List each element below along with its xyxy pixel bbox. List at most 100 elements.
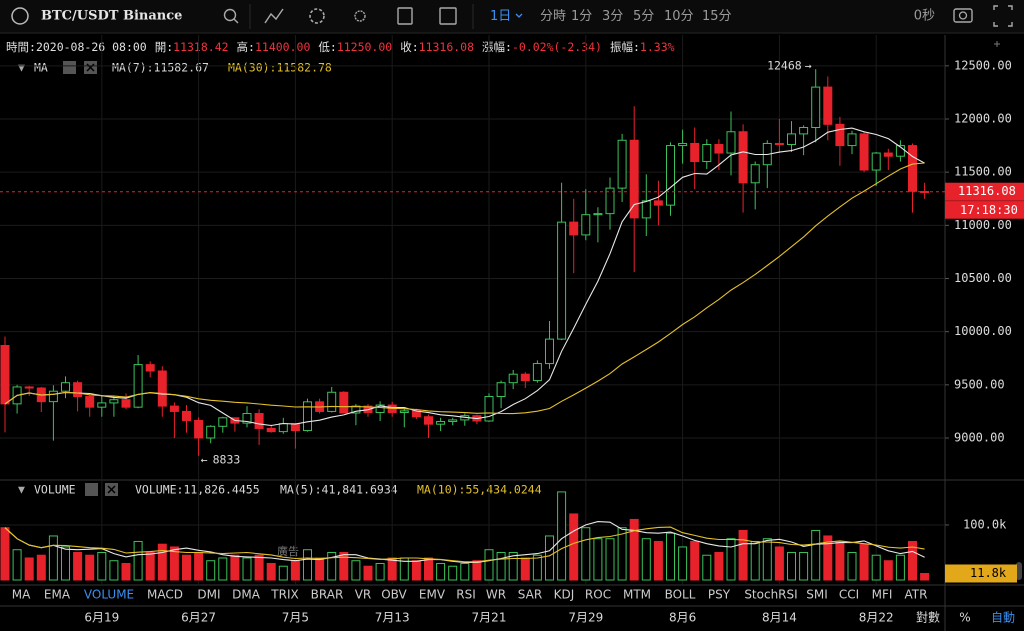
volume-bar — [472, 560, 482, 581]
current-volume-box — [945, 564, 1017, 583]
volume-bar — [750, 540, 760, 581]
toolbar — [0, 0, 1024, 33]
indicator-tab[interactable]: ROC — [585, 588, 611, 602]
volume-bar — [61, 546, 70, 581]
candle-body — [327, 391, 337, 412]
legend-value: 11318.42 — [173, 40, 228, 54]
fullscreen-icon[interactable] — [993, 5, 1013, 27]
indicator-tab[interactable]: TRIX — [270, 588, 298, 602]
interval[interactable]: 3分 — [602, 9, 623, 24]
log-scale-toggle[interactable]: 對數 — [916, 611, 940, 625]
candle-body — [109, 399, 119, 404]
template-icon[interactable] — [397, 7, 413, 25]
volume-bar — [920, 572, 930, 581]
indicator-tab[interactable]: BRAR — [311, 588, 344, 602]
indicator-tab[interactable]: MA — [12, 588, 31, 602]
interval[interactable]: 1分 — [571, 9, 592, 24]
volume-bar — [182, 554, 191, 581]
indicator-tab[interactable]: DMA — [232, 588, 261, 602]
ma-settings-button[interactable] — [63, 61, 76, 74]
legend-label: 漲幅: — [482, 40, 512, 54]
legend-label: 振幅: — [610, 40, 640, 54]
volume-bar — [484, 549, 494, 581]
indicator-tab[interactable]: RSI — [456, 588, 476, 602]
candle-body — [908, 145, 917, 192]
volume-bar — [581, 527, 591, 581]
volume-indicator-name: VOLUME — [34, 483, 76, 497]
indicator-tab[interactable]: CCI — [839, 588, 859, 602]
legend-label: 時間: — [6, 40, 36, 54]
volume-bar — [617, 527, 627, 581]
volume-bar — [859, 543, 869, 581]
indicator-tab[interactable]: OBV — [381, 588, 407, 602]
scrollbar[interactable] — [1016, 562, 1022, 580]
x-tick-label: 7月29 — [568, 611, 603, 625]
y-tick-label: 11500.00 — [954, 165, 1012, 179]
y-tick-label: 10000.00 — [954, 324, 1012, 338]
candle-body — [436, 421, 446, 425]
indicator-tab[interactable]: EMA — [44, 588, 71, 602]
volume-bar — [702, 554, 712, 581]
candle-body — [678, 142, 688, 147]
interval[interactable]: 分時 — [540, 9, 566, 24]
interval[interactable]: 10分 — [664, 9, 694, 24]
candle-body — [774, 142, 784, 146]
theme-icon[interactable] — [354, 10, 366, 22]
indicator-tab[interactable]: MFI — [872, 588, 893, 602]
indicator-icon[interactable] — [264, 8, 284, 24]
interval-active[interactable]: 1日 — [490, 9, 511, 24]
volume-bar — [496, 551, 506, 581]
volume-bar — [762, 538, 772, 581]
interval[interactable]: 5分 — [633, 9, 654, 24]
search-icon[interactable] — [223, 8, 237, 22]
indicator-tab[interactable]: EMV — [419, 588, 446, 602]
collapse-arrow[interactable]: ▼ — [18, 64, 25, 74]
volume-ma-value: MA(10):55,434.0244 — [417, 483, 542, 497]
volume-bar — [303, 549, 312, 581]
candle-body — [145, 364, 155, 372]
candle-body — [496, 382, 506, 398]
legend-label: 高: — [237, 40, 255, 54]
percent-toggle[interactable]: % — [959, 611, 970, 625]
symbol[interactable]: BTC/USDT Binance — [41, 9, 182, 24]
candle-body — [157, 370, 167, 407]
auto-scale-toggle[interactable]: 自動 — [991, 611, 1015, 625]
indicator-tab[interactable]: WR — [486, 588, 506, 602]
x-tick-label: 7月13 — [375, 611, 410, 625]
volume-bar — [266, 562, 276, 581]
volume-bar — [230, 554, 240, 581]
chart-icon[interactable] — [439, 7, 457, 25]
candle-body — [520, 373, 530, 382]
indicator-tab[interactable]: DMI — [197, 588, 220, 602]
volume-bar — [690, 540, 700, 581]
screenshot-icon[interactable] — [953, 8, 973, 23]
candle-body — [242, 413, 252, 424]
indicator-tab[interactable]: MACD — [147, 588, 183, 602]
settings-icon[interactable] — [309, 8, 325, 24]
dropdown-arrow — [515, 13, 523, 18]
expand-icon[interactable] — [994, 41, 1000, 47]
indicator-tab[interactable]: ATR — [905, 588, 928, 602]
indicator-tab[interactable]: StochRSI — [744, 588, 797, 602]
indicator-tab[interactable]: VR — [355, 588, 372, 602]
indicator-tab[interactable]: SMI — [806, 588, 828, 602]
candle-body — [629, 139, 639, 219]
volume-ma-value: MA(5):41,841.6934 — [280, 483, 398, 497]
indicator-tab[interactable]: SAR — [518, 588, 542, 602]
high-annotation: 12468 — [767, 59, 802, 73]
indicator-tab[interactable]: BOLL — [665, 588, 696, 602]
indicator-tab[interactable]: KDJ — [554, 588, 575, 602]
candle-body — [0, 344, 10, 405]
indicator-tab[interactable]: PSY — [708, 588, 731, 602]
candle-body — [254, 413, 264, 429]
indicator-tab[interactable]: MTM — [623, 588, 651, 602]
volume-bar — [206, 560, 216, 581]
volume-bar — [169, 546, 179, 581]
volume-settings-button[interactable] — [85, 483, 98, 496]
candle-body — [557, 221, 567, 340]
interval[interactable]: 15分 — [702, 9, 732, 24]
collapse-arrow[interactable]: ▼ — [18, 486, 25, 496]
volume-bar — [363, 565, 373, 581]
indicator-tab[interactable]: VOLUME — [84, 588, 134, 602]
